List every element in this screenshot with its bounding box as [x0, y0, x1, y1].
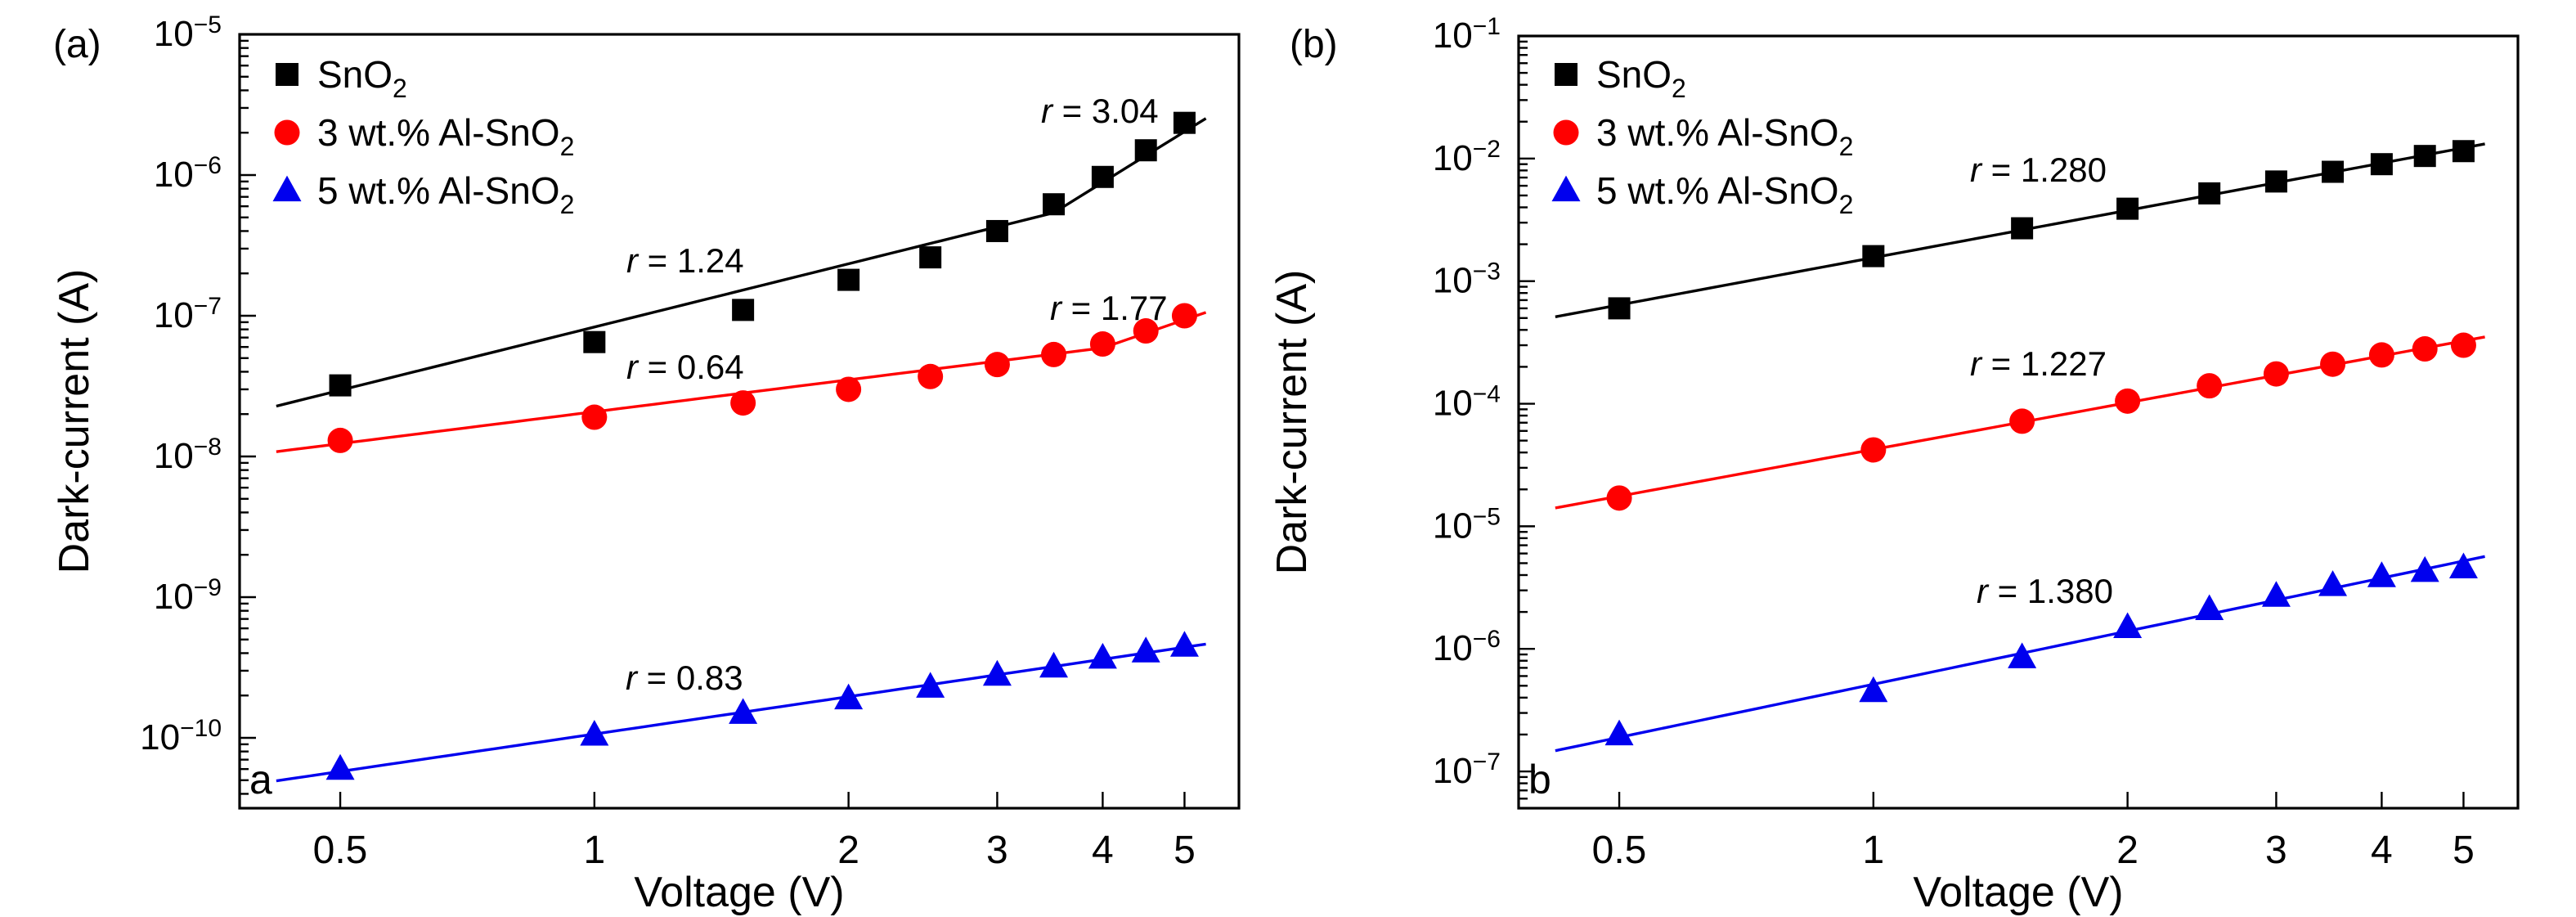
svg-text:3: 3: [986, 829, 1008, 872]
svg-text:Dark-current (A): Dark-current (A): [1268, 270, 1316, 575]
svg-text:Dark-current (A): Dark-current (A): [51, 269, 98, 574]
svg-text:4: 4: [1092, 829, 1114, 872]
svg-text:5 wt.% Al-SnO2: 5 wt.% Al-SnO2: [317, 169, 574, 219]
svg-text:3 wt.% Al-SnO2: 3 wt.% Al-SnO2: [317, 111, 574, 161]
svg-text:0.5: 0.5: [1592, 829, 1647, 872]
svg-text:3: 3: [2265, 829, 2287, 872]
svg-text:Voltage (V): Voltage (V): [634, 869, 844, 916]
svg-text:0.5: 0.5: [313, 829, 368, 872]
svg-text:r = 0.64: r = 0.64: [626, 348, 744, 386]
svg-text:r = 1.280: r = 1.280: [1970, 151, 2107, 189]
svg-text:Voltage (V): Voltage (V): [1913, 869, 2123, 916]
svg-text:r = 1.227: r = 1.227: [1970, 344, 2107, 383]
svg-text:a: a: [249, 757, 272, 802]
svg-text:5: 5: [2453, 829, 2475, 872]
svg-text:4: 4: [2371, 829, 2393, 872]
svg-text:1: 1: [1862, 829, 1884, 872]
svg-text:r = 1.77: r = 1.77: [1050, 289, 1168, 327]
svg-text:2: 2: [2116, 829, 2138, 872]
svg-text:3 wt.% Al-SnO2: 3 wt.% Al-SnO2: [1596, 111, 1853, 161]
svg-text:5: 5: [1174, 829, 1196, 872]
svg-text:1: 1: [583, 829, 605, 872]
svg-text:5 wt.% Al-SnO2: 5 wt.% Al-SnO2: [1596, 169, 1853, 219]
svg-text:r = 1.24: r = 1.24: [626, 241, 744, 280]
svg-text:(b): (b): [1290, 23, 1338, 66]
svg-text:(a): (a): [53, 23, 101, 66]
svg-text:2: 2: [837, 829, 859, 872]
svg-text:r = 3.04: r = 3.04: [1041, 92, 1159, 130]
svg-text:b: b: [1528, 757, 1551, 802]
svg-text:r = 1.380: r = 1.380: [1977, 572, 2113, 610]
svg-text:r = 0.83: r = 0.83: [626, 659, 743, 697]
